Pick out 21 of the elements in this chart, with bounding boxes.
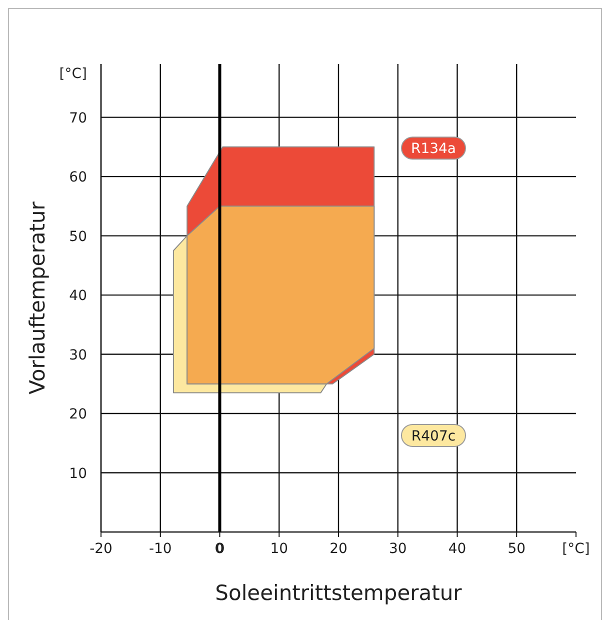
x-tick-label: -20 <box>90 541 112 557</box>
x-tick-label: 10 <box>270 541 288 557</box>
y-tick-label: 30 <box>69 347 87 364</box>
text: R134a <box>410 141 456 158</box>
y-tick-label: 10 <box>69 466 87 482</box>
x-tick-label: [°C] <box>562 541 590 557</box>
x-axis-title: Soleeintrittstemperatur <box>215 581 462 605</box>
x-tick-label: 40 <box>448 541 466 557</box>
y-tick-label: 60 <box>69 170 87 186</box>
x-tick-label: -10 <box>148 541 172 557</box>
x-tick-label: 30 <box>388 541 407 557</box>
y-tick-label: 50 <box>69 228 87 245</box>
x-tick-label: 50 <box>508 541 526 557</box>
y-tick-label: 40 <box>69 288 87 304</box>
y-axis-title: Vorlauftemperatur <box>25 201 50 394</box>
x-tick-label: 0 <box>214 541 225 557</box>
y-tick-label: 20 <box>69 406 87 423</box>
y-tick-label: 70 <box>69 110 87 126</box>
x-tick-label: 20 <box>330 541 348 557</box>
text: R407c <box>411 428 456 444</box>
y-tick-label: [°C] <box>59 66 87 82</box>
